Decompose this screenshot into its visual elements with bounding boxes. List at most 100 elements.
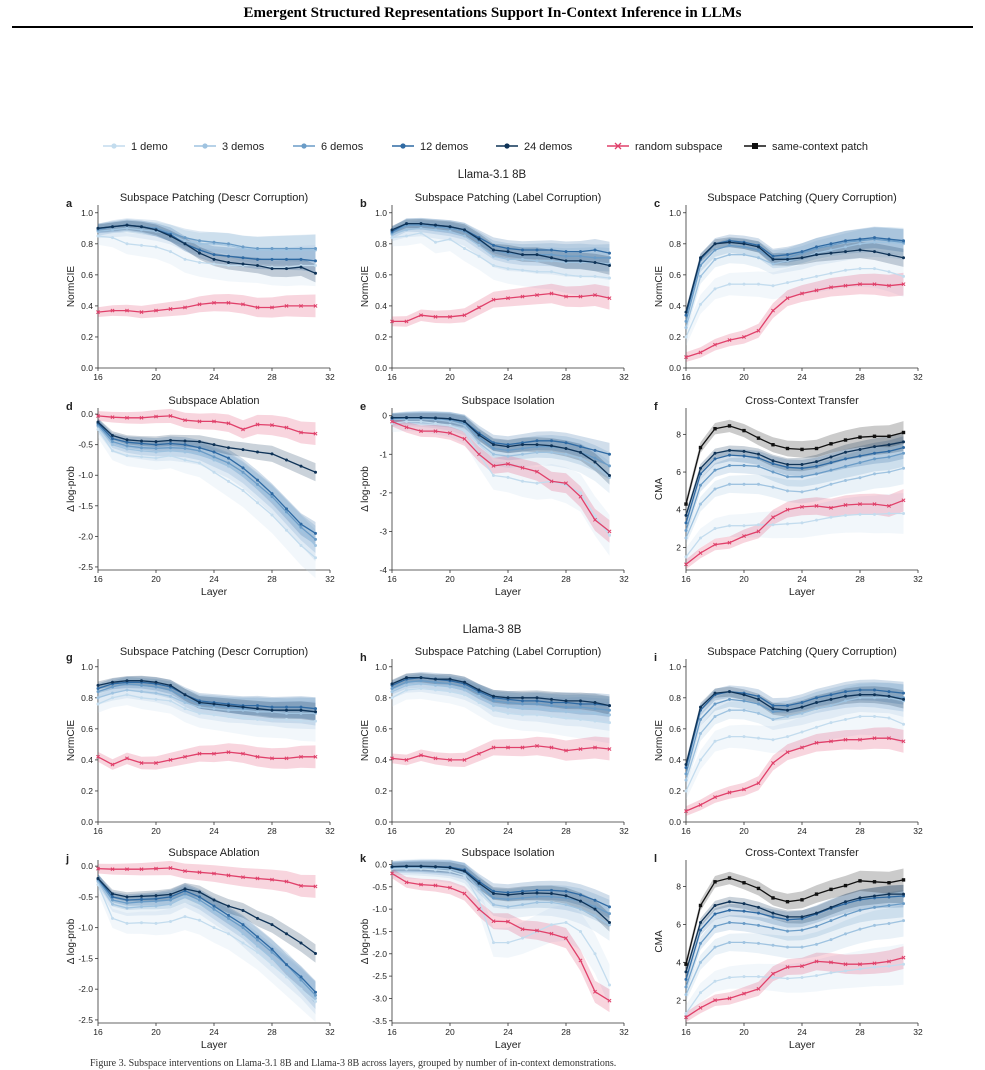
data-point bbox=[404, 757, 409, 762]
x-tick-label: 20 bbox=[739, 372, 749, 382]
y-tick-label: 1.0 bbox=[81, 662, 93, 672]
data-point bbox=[901, 498, 906, 503]
data-point bbox=[815, 460, 818, 464]
data-point bbox=[800, 250, 804, 254]
y-tick-label: 0.0 bbox=[375, 363, 387, 373]
data-point bbox=[902, 466, 905, 470]
series-line bbox=[97, 415, 316, 435]
data-point bbox=[872, 961, 877, 966]
data-point bbox=[390, 696, 394, 700]
data-point bbox=[728, 976, 731, 980]
data-point bbox=[800, 475, 804, 479]
data-point bbox=[226, 750, 231, 755]
data-point bbox=[313, 754, 318, 759]
data-point bbox=[270, 963, 274, 967]
data-point bbox=[169, 920, 172, 924]
data-point bbox=[183, 895, 187, 899]
data-point bbox=[168, 757, 173, 762]
data-point bbox=[284, 425, 289, 430]
data-point bbox=[96, 413, 100, 418]
data-point bbox=[434, 240, 437, 244]
data-point bbox=[593, 700, 597, 704]
data-point bbox=[255, 754, 260, 759]
data-point bbox=[727, 424, 732, 428]
y-tick-label: -0.5 bbox=[372, 882, 387, 892]
x-tick-label: 20 bbox=[445, 574, 455, 584]
data-point bbox=[742, 975, 746, 979]
data-point bbox=[829, 505, 833, 510]
data-point bbox=[873, 714, 876, 718]
data-point bbox=[404, 880, 409, 885]
data-point bbox=[506, 267, 510, 271]
y-tick-label: 0.4 bbox=[81, 301, 93, 311]
data-point bbox=[241, 932, 245, 936]
data-point bbox=[684, 536, 688, 540]
y-tick-label: 1.0 bbox=[375, 662, 387, 672]
panel-letter: j bbox=[65, 853, 69, 865]
data-point bbox=[154, 443, 158, 447]
data-point bbox=[314, 719, 317, 723]
series-line bbox=[685, 238, 904, 322]
data-point bbox=[550, 253, 553, 257]
data-point bbox=[873, 267, 876, 271]
y-tick-label: -2.0 bbox=[78, 984, 93, 994]
data-point bbox=[873, 445, 876, 449]
data-point bbox=[168, 413, 173, 418]
data-point bbox=[608, 713, 611, 717]
data-point bbox=[390, 236, 394, 240]
data-point bbox=[169, 441, 172, 445]
x-tick-label: 20 bbox=[445, 372, 455, 382]
data-point bbox=[593, 989, 597, 994]
data-point bbox=[463, 246, 466, 250]
confidence-band bbox=[98, 294, 316, 319]
y-tick-label: 8 bbox=[676, 429, 681, 439]
series-line bbox=[685, 956, 904, 1018]
data-point bbox=[314, 544, 317, 548]
data-point bbox=[800, 521, 804, 525]
data-point bbox=[183, 446, 187, 450]
data-point bbox=[405, 416, 408, 420]
data-point bbox=[785, 296, 790, 301]
confidence-band bbox=[98, 874, 316, 963]
confidence-band bbox=[686, 943, 904, 1023]
data-point bbox=[771, 257, 775, 261]
data-point bbox=[593, 464, 597, 468]
data-point bbox=[829, 919, 833, 923]
series-line bbox=[685, 446, 904, 524]
data-point bbox=[786, 915, 789, 919]
data-point bbox=[212, 907, 216, 911]
y-tick-label: 1.0 bbox=[669, 208, 681, 218]
data-point bbox=[256, 710, 259, 714]
legend-item: random subspace bbox=[607, 141, 722, 153]
panel-title: Subspace Isolation bbox=[462, 395, 555, 407]
data-point bbox=[593, 456, 597, 460]
data-point bbox=[887, 470, 891, 474]
data-point bbox=[902, 892, 905, 896]
data-point bbox=[593, 914, 597, 918]
data-point bbox=[757, 256, 760, 260]
data-point bbox=[550, 708, 553, 712]
data-point bbox=[550, 714, 553, 718]
legend-label: 3 demos bbox=[222, 141, 265, 153]
data-point bbox=[227, 913, 230, 917]
x-tick-label: 24 bbox=[797, 1027, 807, 1037]
data-point bbox=[902, 962, 905, 966]
x-tick-label: 24 bbox=[209, 1027, 219, 1037]
data-point bbox=[902, 691, 905, 695]
data-point bbox=[742, 881, 746, 885]
data-point bbox=[593, 711, 597, 715]
data-point bbox=[593, 707, 597, 711]
data-point bbox=[270, 718, 274, 722]
data-point bbox=[728, 240, 731, 244]
data-point bbox=[815, 924, 818, 928]
data-point bbox=[169, 902, 172, 906]
data-point bbox=[212, 702, 216, 706]
data-point bbox=[535, 450, 539, 454]
data-point bbox=[492, 694, 495, 698]
data-point bbox=[256, 950, 259, 954]
data-point bbox=[448, 237, 452, 241]
data-point bbox=[299, 265, 303, 269]
data-point bbox=[684, 502, 688, 506]
data-point bbox=[241, 470, 245, 474]
confidence-band bbox=[686, 682, 904, 787]
